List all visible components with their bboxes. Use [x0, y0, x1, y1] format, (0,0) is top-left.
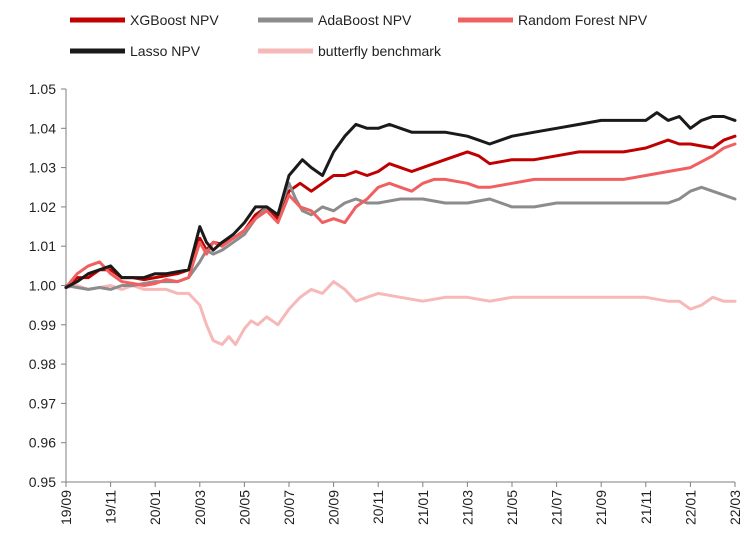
x-axis-ticks: 19/09 19/11 20/01 20/03 20/05 20/07 20/09 20/11… [58, 482, 743, 525]
x-tick-label: 21/03 [459, 490, 475, 525]
y-tick-label: 1.01 [29, 238, 56, 254]
x-tick-label: 21/09 [593, 490, 609, 525]
y-tick-label: 1.04 [29, 120, 56, 136]
x-tick-label: 20/07 [281, 490, 297, 525]
y-tick-label: 0.97 [29, 395, 56, 411]
x-tick-label: 20/01 [147, 490, 163, 525]
x-tick-label: 19/11 [103, 490, 119, 524]
series-line-xgboost-npv [64, 134, 737, 289]
y-tick-label: 1.02 [29, 199, 56, 215]
x-tick-label: 22/03 [727, 490, 743, 525]
y-tick-label: 0.98 [29, 356, 56, 372]
x-tick-label: 21/11 [638, 490, 654, 524]
y-tick-label: 0.95 [29, 474, 56, 490]
plot-area: 1.05 1.04 1.03 1.02 1.01 1.00 0.99 0.98 0.97 0.96… [29, 81, 743, 525]
legend-label-adaboost-npv: AdaBoost NPV [318, 12, 412, 28]
y-tick-label: 1.00 [29, 278, 56, 294]
x-tick-label: 20/09 [326, 490, 342, 525]
y-tick-label: 0.99 [29, 317, 56, 333]
x-tick-label: 21/01 [415, 490, 431, 525]
legend-label-butterfly-benchmark: butterfly benchmark [318, 43, 442, 59]
legend-label-xgboost-npv: XGBoost NPV [130, 12, 219, 28]
x-tick-label: 22/01 [682, 490, 698, 525]
x-tick-label: 20/05 [236, 490, 252, 525]
legend: XGBoost NPV AdaBoost NPV Random Forest NPV… [70, 12, 648, 59]
series-line-butterfly-benchmark [64, 280, 737, 346]
y-tick-label: 1.05 [29, 81, 56, 97]
x-tick-label: 20/03 [192, 490, 208, 525]
legend-label-lasso-npv: Lasso NPV [130, 43, 201, 59]
x-tick-label: 21/05 [504, 490, 520, 525]
x-tick-label: 20/11 [370, 490, 386, 524]
y-axis-ticks: 1.05 1.04 1.03 1.02 1.01 1.00 0.99 0.98 0.97 0.96… [29, 81, 66, 490]
series-line-random-forest-npv [64, 142, 737, 289]
y-tick-label: 0.96 [29, 435, 56, 451]
legend-label-random-forest-npv: Random Forest NPV [518, 12, 648, 28]
series-lines [64, 111, 737, 346]
series-line-lasso-npv [64, 111, 737, 289]
x-tick-label: 21/07 [549, 490, 565, 525]
y-tick-label: 1.03 [29, 160, 56, 176]
x-tick-label: 19/09 [58, 490, 74, 525]
